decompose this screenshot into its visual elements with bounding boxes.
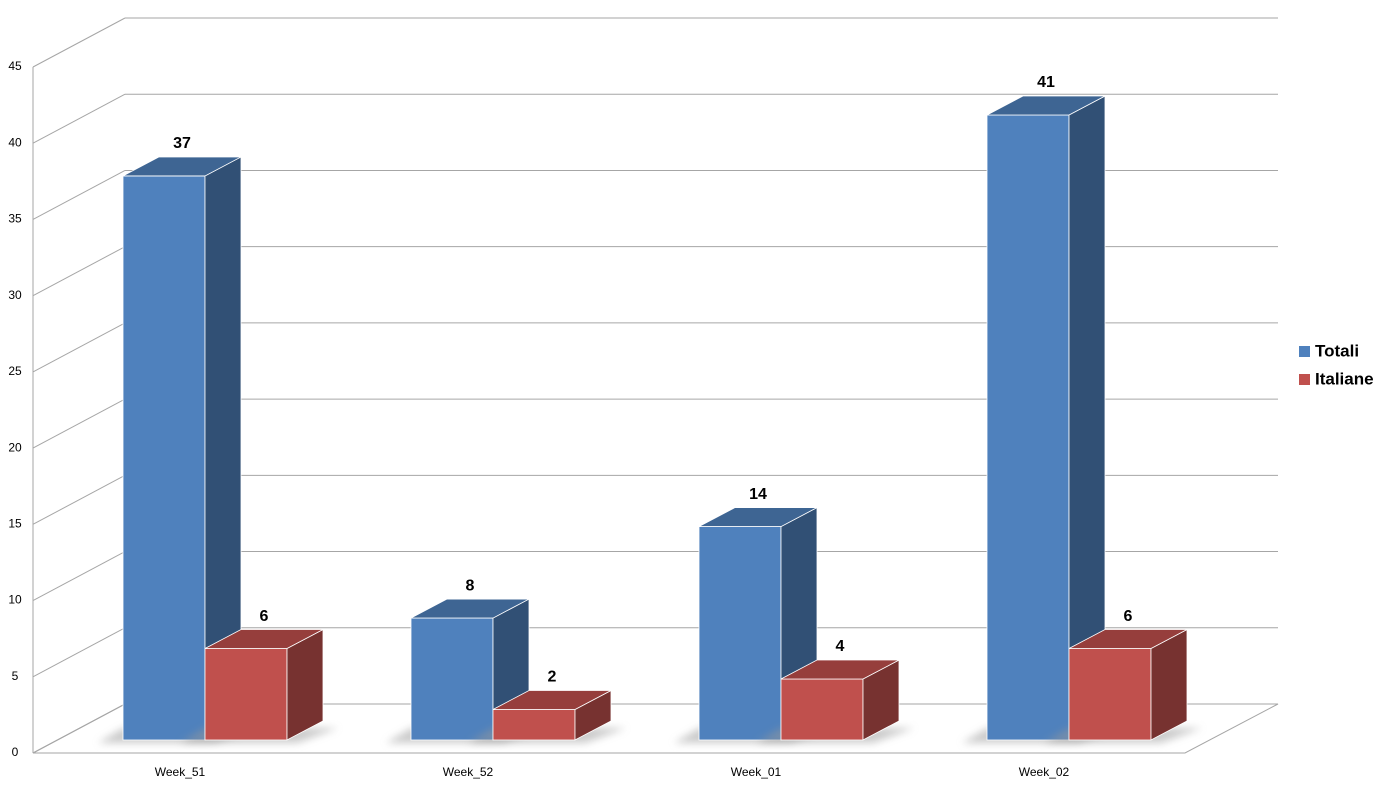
bar-top xyxy=(986,95,1106,116)
bar-front xyxy=(986,114,1070,741)
grid-line xyxy=(32,322,126,373)
y-tick-label: 45 xyxy=(8,59,22,73)
data-label: 14 xyxy=(749,486,767,503)
y-tick-label: 30 xyxy=(8,288,22,302)
bar-front xyxy=(698,526,782,741)
grid-line xyxy=(32,17,126,68)
y-tick-label: 0 xyxy=(12,745,19,759)
bar-top xyxy=(698,507,818,527)
data-label: 41 xyxy=(1037,74,1055,91)
grid-line xyxy=(32,246,126,297)
x-tick-label: Week_02 xyxy=(1019,765,1070,779)
legend-label: Italiane xyxy=(1315,369,1374,388)
bar-front xyxy=(1068,648,1152,741)
grid-line xyxy=(32,474,126,525)
y-tick-label: 10 xyxy=(8,593,22,607)
bar-front xyxy=(410,617,494,741)
data-label: 6 xyxy=(260,608,269,625)
data-label: 4 xyxy=(836,638,845,655)
grid-line xyxy=(32,703,126,754)
y-tick-label: 25 xyxy=(8,364,22,378)
y-tick-label: 20 xyxy=(8,440,22,454)
grid-line xyxy=(32,170,126,220)
bar-top xyxy=(780,659,900,680)
x-tick-label: Week_01 xyxy=(731,765,782,779)
bar-front xyxy=(122,175,206,741)
bar-front xyxy=(204,648,288,741)
y-tick-label: 5 xyxy=(12,669,19,683)
data-label: 6 xyxy=(1124,608,1133,625)
grid-line xyxy=(32,398,126,449)
data-label: 8 xyxy=(466,577,475,594)
data-label: 2 xyxy=(548,669,557,686)
legend-swatch xyxy=(1299,346,1310,357)
data-label: 37 xyxy=(173,135,191,152)
grid-line xyxy=(32,627,126,678)
grid-line xyxy=(32,551,126,601)
x-tick-label: Week_52 xyxy=(443,765,494,779)
y-tick-label: 15 xyxy=(8,517,22,531)
bar-top xyxy=(492,690,612,710)
bar-top xyxy=(410,598,530,619)
bar-top xyxy=(204,629,324,649)
grid-line xyxy=(32,93,126,144)
x-tick-label: Week_51 xyxy=(155,765,206,779)
bar-front xyxy=(780,678,864,741)
bar-top xyxy=(122,156,242,177)
y-tick-label: 35 xyxy=(8,212,22,226)
y-tick-label: 40 xyxy=(8,135,22,149)
legend: Totali Italiane xyxy=(1299,341,1374,388)
bar-top xyxy=(1068,629,1188,649)
bar-front xyxy=(492,709,576,741)
legend-swatch xyxy=(1299,374,1310,385)
legend-label: Totali xyxy=(1315,341,1359,360)
